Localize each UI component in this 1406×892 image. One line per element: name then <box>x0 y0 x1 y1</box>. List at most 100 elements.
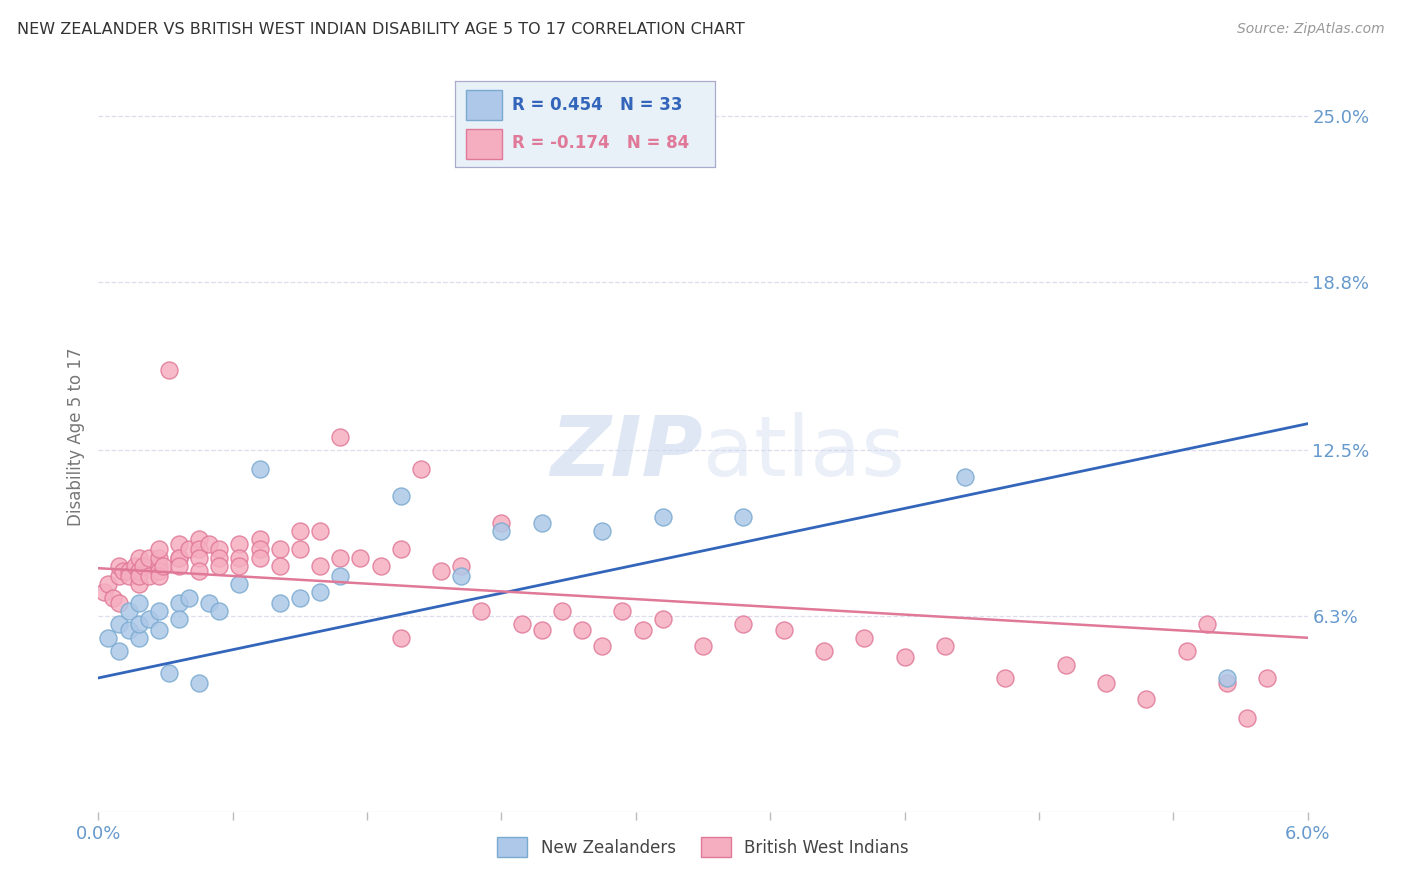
Point <box>953 470 976 484</box>
Point <box>269 596 291 610</box>
Point <box>329 550 352 565</box>
Point <box>167 596 190 610</box>
Point <box>349 550 371 565</box>
Point <box>128 596 150 610</box>
Point <box>157 363 180 377</box>
Point <box>132 558 155 573</box>
Point <box>934 639 956 653</box>
Point <box>491 524 513 538</box>
Point <box>591 639 613 653</box>
Point <box>409 462 432 476</box>
Legend: New Zealanders, British West Indians: New Zealanders, British West Indians <box>491 830 915 863</box>
Point <box>128 577 150 591</box>
Point <box>208 542 231 557</box>
Point <box>813 644 835 658</box>
Point <box>107 569 129 583</box>
Point <box>329 430 352 444</box>
Point <box>733 510 755 524</box>
Point <box>188 550 211 565</box>
Point <box>994 671 1017 685</box>
Point <box>1054 657 1077 672</box>
Y-axis label: Disability Age 5 to 17: Disability Age 5 to 17 <box>66 348 84 526</box>
Point <box>179 542 201 557</box>
Point <box>249 462 271 476</box>
Point <box>612 604 634 618</box>
Point <box>93 585 115 599</box>
Point <box>138 569 160 583</box>
Point <box>1195 617 1218 632</box>
Point <box>167 612 190 626</box>
Point <box>97 631 120 645</box>
Point <box>249 532 271 546</box>
Point <box>370 558 392 573</box>
Point <box>1236 711 1258 725</box>
Point <box>188 564 211 578</box>
Point <box>118 623 141 637</box>
Point <box>288 524 311 538</box>
Point <box>167 558 190 573</box>
Text: Source: ZipAtlas.com: Source: ZipAtlas.com <box>1237 22 1385 37</box>
Point <box>152 558 174 573</box>
Point <box>571 623 593 637</box>
Point <box>853 631 876 645</box>
Text: NEW ZEALANDER VS BRITISH WEST INDIAN DISABILITY AGE 5 TO 17 CORRELATION CHART: NEW ZEALANDER VS BRITISH WEST INDIAN DIS… <box>17 22 745 37</box>
Point <box>288 591 311 605</box>
Point <box>188 676 211 690</box>
Point <box>269 558 291 573</box>
Point <box>128 550 150 565</box>
Point <box>124 558 146 573</box>
Point <box>651 510 673 524</box>
Point <box>389 631 412 645</box>
Point <box>530 516 553 530</box>
Point <box>530 623 553 637</box>
Point <box>148 623 170 637</box>
Point <box>128 569 150 583</box>
Point <box>651 612 673 626</box>
Point <box>188 542 211 557</box>
Point <box>631 623 654 637</box>
Point <box>148 569 170 583</box>
Point <box>128 564 150 578</box>
Point <box>309 524 332 538</box>
Point <box>198 537 221 551</box>
Point <box>1216 671 1239 685</box>
Point <box>692 639 714 653</box>
Point <box>208 604 231 618</box>
Point <box>118 569 141 583</box>
Point <box>101 591 124 605</box>
Point <box>179 591 201 605</box>
Point <box>118 564 141 578</box>
Point <box>128 631 150 645</box>
Point <box>167 537 190 551</box>
Point <box>288 542 311 557</box>
Point <box>148 558 170 573</box>
Point <box>450 569 472 583</box>
Point <box>1135 692 1157 706</box>
Point <box>309 558 332 573</box>
Point <box>1175 644 1198 658</box>
Point <box>157 665 180 680</box>
Point <box>450 558 472 573</box>
Point <box>389 489 412 503</box>
Point <box>228 558 250 573</box>
Point <box>188 532 211 546</box>
Point <box>198 596 221 610</box>
Point <box>228 550 250 565</box>
Text: atlas: atlas <box>703 411 904 492</box>
Point <box>551 604 574 618</box>
Point <box>107 617 129 632</box>
Point <box>97 577 120 591</box>
Point <box>107 596 129 610</box>
Point <box>329 569 352 583</box>
Point <box>510 617 533 632</box>
Point <box>249 550 271 565</box>
Point <box>228 537 250 551</box>
Text: ZIP: ZIP <box>550 411 703 492</box>
Point <box>148 604 170 618</box>
Point <box>309 585 332 599</box>
Point <box>491 516 513 530</box>
Point <box>138 612 160 626</box>
Point <box>208 558 231 573</box>
Point <box>893 649 915 664</box>
Point <box>772 623 794 637</box>
